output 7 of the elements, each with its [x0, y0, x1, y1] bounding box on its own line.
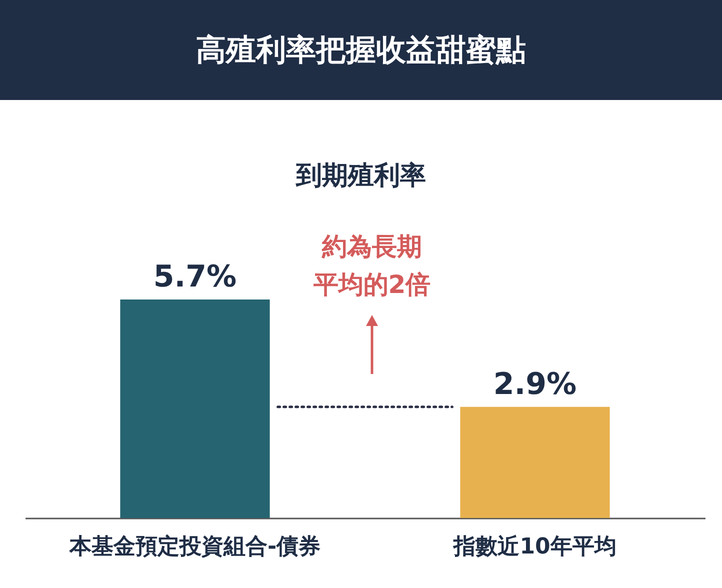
data-label: 2.9% [493, 366, 577, 402]
data-label: 5.7% [153, 260, 237, 294]
chart-subtitle: 到期殖利率 [294, 160, 427, 193]
text: 約為長期平均的2倍 [312, 231, 432, 301]
x-tick-label: 本基金預定投資組合-債券 [68, 534, 321, 560]
chart-title: 高殖利率把握收益甜蜜點 [0, 0, 722, 100]
x-tick-label: 指數近10年平均 [452, 534, 616, 560]
